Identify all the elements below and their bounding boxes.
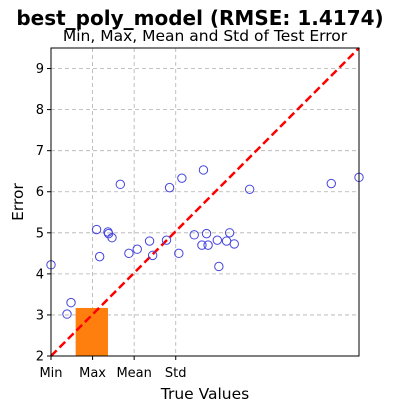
error-bar (75, 307, 108, 356)
data-point-1 (62, 309, 72, 319)
data-point-26 (229, 239, 239, 249)
reference-line-layer (50, 47, 360, 357)
bar-layer (75, 307, 108, 356)
data-point-7 (107, 233, 117, 243)
data-point-23 (214, 261, 224, 272)
y-tick-label-3: 5 (36, 226, 44, 241)
x-tick-label-2: Mean (116, 366, 151, 381)
chart-title: best_poly_model (RMSE: 1.4174) (16, 6, 383, 30)
data-point-19 (198, 165, 209, 175)
data-point-21 (203, 240, 213, 250)
x-tick-label-0: Min (39, 366, 62, 381)
data-point-13 (161, 235, 172, 245)
plot-frame (50, 47, 360, 357)
data-point-8 (115, 179, 126, 190)
data-point-14 (164, 182, 175, 193)
data-point-16 (177, 173, 187, 183)
data-point-28 (326, 178, 336, 189)
data-point-24 (221, 236, 232, 246)
data-point-25 (224, 228, 235, 238)
y-tick-label-6: 8 (36, 103, 44, 118)
data-point-12 (147, 250, 158, 261)
x-tick-label-1: Max (79, 366, 106, 381)
y-tick-label-4: 6 (36, 185, 44, 200)
y-tick-label-1: 3 (36, 308, 44, 323)
y-tick-label-5: 7 (36, 144, 44, 159)
y-axis-ticks: 2 3 4 5 6 7 8 9 (36, 62, 51, 365)
data-point-20 (201, 228, 212, 239)
y-axis-label: Error (9, 182, 27, 220)
data-point-3 (91, 224, 102, 235)
data-point-17 (189, 230, 199, 240)
x-axis-ticks: Min Max Mean Std (39, 356, 187, 381)
y-tick-label-0: 2 (36, 350, 44, 365)
data-point-9 (124, 248, 134, 259)
reference-line (50, 47, 360, 357)
y-tick-label-2: 4 (36, 267, 44, 282)
data-point-15 (174, 248, 184, 259)
points-layer (46, 165, 364, 319)
y-tick-label-7: 9 (36, 62, 44, 77)
data-point-2 (66, 297, 76, 308)
x-axis-label: True Values (160, 385, 250, 400)
data-point-4 (94, 251, 105, 262)
data-point-11 (144, 236, 155, 246)
data-point-27 (244, 184, 255, 194)
data-point-10 (132, 244, 142, 254)
chart-subtitle: Min, Max, Mean and Std of Test Error (63, 27, 348, 45)
data-point-18 (197, 240, 207, 250)
x-tick-label-3: Std (165, 366, 187, 381)
data-point-22 (212, 235, 223, 245)
